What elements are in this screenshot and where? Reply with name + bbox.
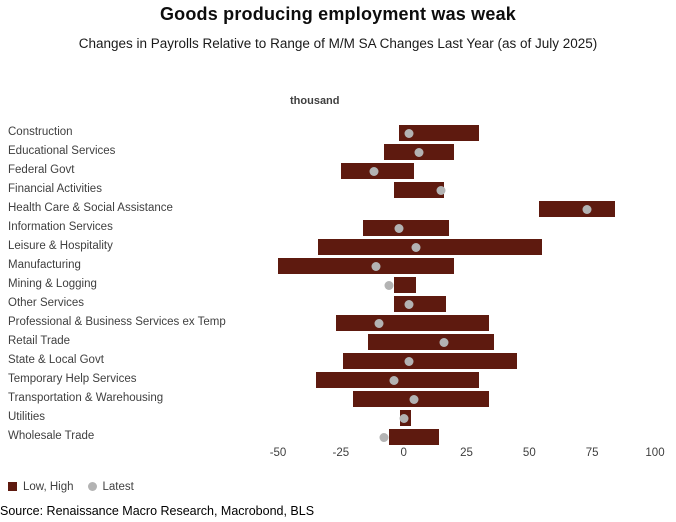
category-label: Utilities xyxy=(8,411,46,423)
x-tick-label: -50 xyxy=(269,447,287,459)
category-label: Construction xyxy=(8,126,73,138)
category-label: Federal Govt xyxy=(8,164,75,176)
category-label: Wholesale Trade xyxy=(8,430,95,442)
category-label: Manufacturing xyxy=(8,259,81,271)
chart-title: Goods producing employment was weak xyxy=(159,4,517,24)
legend-label-latest: Latest xyxy=(102,481,134,493)
range-bar xyxy=(368,334,495,350)
legend: Low, High Latest xyxy=(8,481,148,495)
latest-dot xyxy=(436,185,446,195)
category-label: Health Care & Social Assistance xyxy=(8,202,173,214)
latest-dot xyxy=(404,356,414,366)
latest-dot xyxy=(439,337,449,347)
category-label: Retail Trade xyxy=(8,335,71,347)
range-bar xyxy=(343,353,517,369)
x-tick-label: 100 xyxy=(645,447,665,459)
x-axis: -50 -25 0 25 50 75 100 xyxy=(270,447,665,461)
category-label: State & Local Govt xyxy=(8,354,104,366)
latest-dot-icon xyxy=(87,482,97,491)
category-label: Professional & Business Services ex Temp xyxy=(8,316,226,328)
latest-dot xyxy=(369,166,378,176)
chart-subtitle: Changes in Payrolls Relative to Range of… xyxy=(78,36,598,51)
category-label: Financial Activities xyxy=(8,183,102,195)
category-label: Temporary Help Services xyxy=(8,373,137,385)
range-bar xyxy=(393,182,444,198)
range-bar xyxy=(353,391,490,407)
range-bar xyxy=(539,201,615,217)
plot-area xyxy=(278,120,655,450)
x-tick-label: 75 xyxy=(585,447,599,459)
latest-dot xyxy=(394,223,404,233)
range-bar xyxy=(318,239,542,255)
latest-dot xyxy=(414,147,424,157)
category-label: Educational Services xyxy=(8,145,116,157)
x-tick-label: 25 xyxy=(460,447,473,459)
x-tick-label: 0 xyxy=(400,447,407,459)
range-bar xyxy=(398,125,480,141)
range-bar xyxy=(388,429,439,445)
range-bar xyxy=(335,315,490,331)
range-bar xyxy=(393,296,447,312)
x-tick-label: -25 xyxy=(332,447,350,459)
latest-dot xyxy=(411,242,421,252)
range-swatch-icon xyxy=(8,482,17,491)
x-tick-label: 50 xyxy=(522,447,536,459)
legend-item-range: Low, High xyxy=(8,481,74,493)
latest-dot xyxy=(404,128,414,138)
latest-dot xyxy=(384,280,394,290)
category-label: Transportation & Warehousing xyxy=(8,392,164,404)
legend-label-range: Low, High xyxy=(23,481,74,493)
latest-dot xyxy=(409,394,419,404)
latest-dot xyxy=(582,204,592,214)
category-label: Other Services xyxy=(8,297,85,309)
latest-dot xyxy=(371,261,381,271)
latest-dot xyxy=(399,413,409,423)
latest-dot xyxy=(404,299,414,309)
category-label: Information Services xyxy=(8,221,113,233)
range-bar xyxy=(278,258,454,274)
source-note: Source: Renaissance Macro Research, Macr… xyxy=(0,504,315,518)
category-label: Mining & Logging xyxy=(8,278,97,290)
latest-dot xyxy=(389,375,399,385)
legend-item-latest: Latest xyxy=(87,481,134,493)
latest-dot xyxy=(379,432,389,442)
range-bar xyxy=(363,220,449,236)
category-label: Leisure & Hospitality xyxy=(8,240,113,252)
axis-unit-label: thousand xyxy=(290,95,340,107)
range-bar xyxy=(393,277,417,293)
latest-dot xyxy=(374,318,384,328)
